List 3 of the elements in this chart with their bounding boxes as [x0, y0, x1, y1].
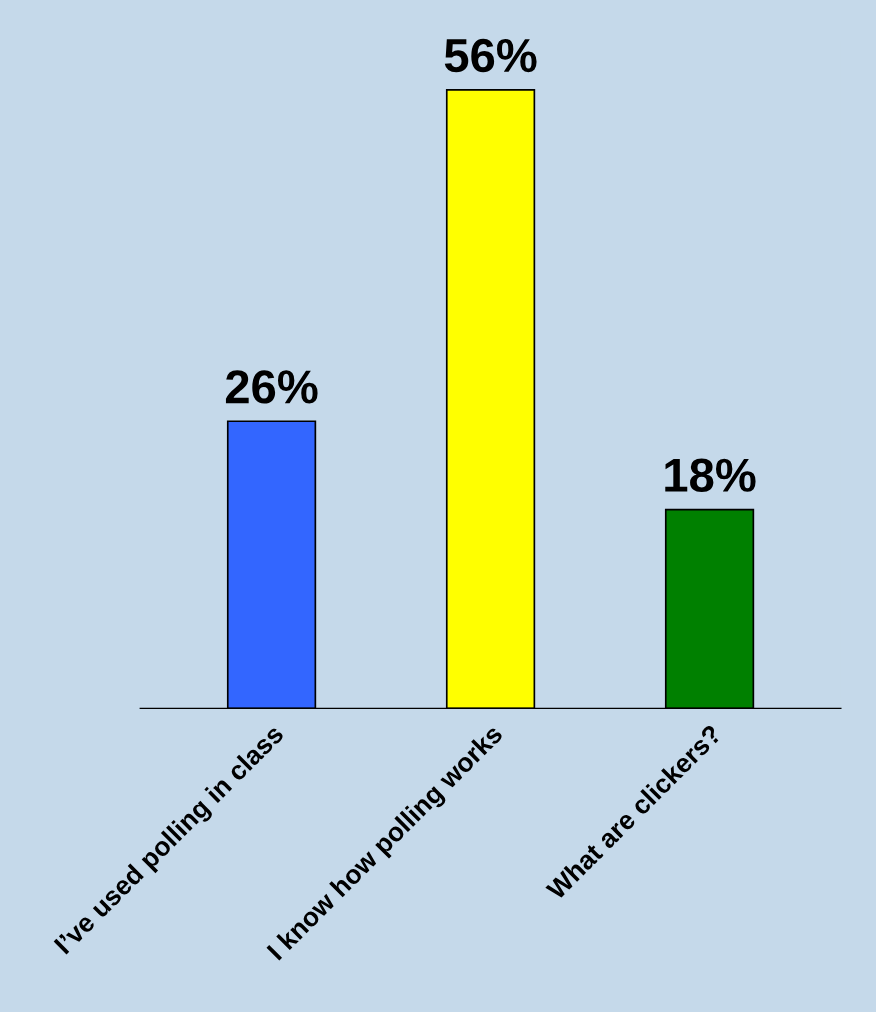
data-label: 56% — [444, 38, 537, 73]
data-label: 26% — [225, 370, 318, 404]
data-label: 18% — [665, 458, 756, 492]
